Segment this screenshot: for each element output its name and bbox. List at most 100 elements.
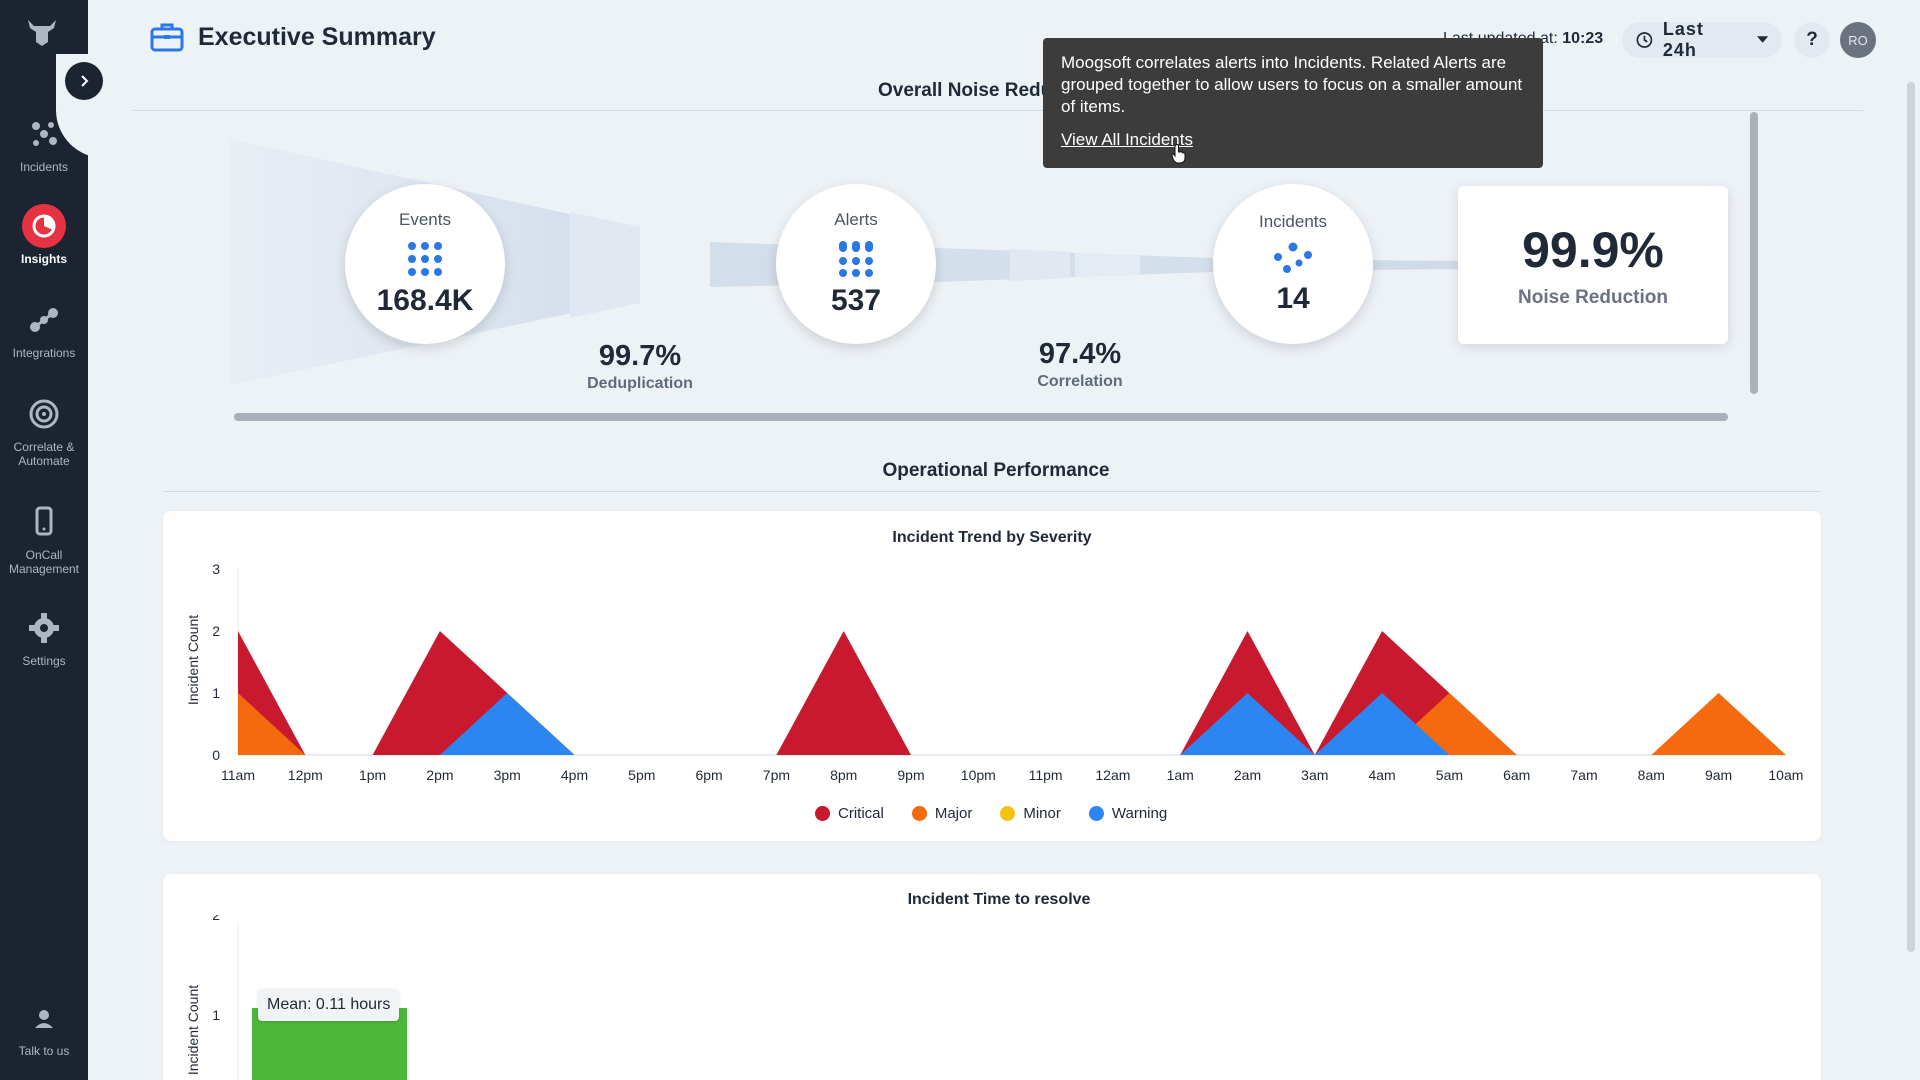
page-title: Executive Summary bbox=[198, 22, 436, 51]
alerts-dots-icon bbox=[839, 241, 873, 277]
legend-critical[interactable]: Critical bbox=[815, 805, 884, 822]
oncall-icon bbox=[22, 500, 66, 544]
alerts-label: Alerts bbox=[834, 210, 878, 229]
deduplication-stat: 99.7% Deduplication bbox=[570, 340, 710, 393]
x-tick-label: 5am bbox=[1436, 767, 1463, 783]
correlation-value: 97.4% bbox=[1038, 338, 1122, 370]
x-tick-label: 6am bbox=[1503, 767, 1530, 783]
noise-reduction-label: Noise Reduction bbox=[1518, 287, 1668, 308]
events-circle: Events 168.4K bbox=[345, 184, 505, 344]
page-header: Executive Summary bbox=[150, 22, 436, 52]
legend-warning[interactable]: Warning bbox=[1088, 805, 1167, 822]
x-tick-label: 7pm bbox=[763, 767, 790, 783]
correlation-label: Correlation bbox=[1037, 373, 1123, 390]
x-tick-label: 9am bbox=[1705, 767, 1732, 783]
x-tick-label: 11pm bbox=[1029, 767, 1063, 783]
noise-reduction-value: 99.9% bbox=[1522, 222, 1664, 278]
correlate-icon bbox=[22, 392, 66, 436]
y-tick-label: 1 bbox=[212, 685, 220, 701]
x-tick-label: 10pm bbox=[961, 767, 996, 783]
incident-trend-chart: 0 1 2 3 Incident Count 11am 12pm 1pm 2pm 3pm 4pm 5p… bbox=[185, 561, 1803, 783]
incidents-label: Incidents bbox=[1258, 212, 1328, 231]
deduplication-label: Deduplication bbox=[587, 375, 693, 392]
y-tick-label: 2 bbox=[212, 623, 220, 639]
insights-icon bbox=[22, 204, 66, 248]
sidebar-item-integrations[interactable]: Integrations bbox=[0, 298, 88, 360]
noise-section-title: Overall Noise Reduction bbox=[878, 80, 1098, 101]
horizontal-scrollbar[interactable] bbox=[234, 413, 1729, 421]
y-axis-label: Incident Count bbox=[185, 615, 201, 705]
time-to-resolve-title: Incident Time to resolve bbox=[907, 891, 1091, 908]
y-tick-label: 1 bbox=[212, 1007, 220, 1023]
incidents-value: 14 bbox=[1276, 282, 1310, 315]
x-tick-label: 4pm bbox=[561, 767, 588, 783]
operational-title: Operational Performance bbox=[882, 460, 1110, 481]
page-scrollbar[interactable] bbox=[1907, 82, 1915, 952]
x-tick-label: 8am bbox=[1638, 767, 1665, 783]
incidents-circle: Incidents 14 bbox=[1213, 184, 1373, 344]
chevron-right-icon bbox=[81, 75, 89, 87]
x-tick-label: 8pm bbox=[830, 767, 857, 783]
legend-minor[interactable]: Minor bbox=[1000, 805, 1061, 822]
sidebar bbox=[0, 0, 88, 1080]
incidents-icon bbox=[22, 112, 66, 156]
sidebar-item-label: Insights bbox=[20, 252, 67, 266]
talk-to-us-button[interactable]: Talk to us bbox=[0, 996, 88, 1058]
tooltip-text: Moogsoft correlates alerts into Incident… bbox=[1061, 53, 1523, 116]
correlation-stat: 97.4% Correlation bbox=[1010, 338, 1150, 391]
briefcase-icon bbox=[150, 23, 184, 52]
x-tick-label: 1pm bbox=[359, 767, 386, 783]
events-dots-icon bbox=[408, 242, 442, 276]
alerts-circle: Alerts 537 bbox=[776, 184, 936, 344]
trend-legend: Critical Major Minor Warning bbox=[815, 805, 1167, 822]
x-tick-label: 11am bbox=[221, 767, 255, 783]
integrations-icon bbox=[22, 298, 66, 342]
x-tick-label: 4am bbox=[1368, 767, 1395, 783]
x-tick-label: 10am bbox=[1768, 767, 1803, 783]
x-tick-label: 1am bbox=[1167, 767, 1194, 783]
noise-reduction-card: 99.9% Noise Reduction bbox=[1458, 186, 1728, 344]
sidebar-item-label: Settings bbox=[22, 654, 66, 668]
noise-divider bbox=[133, 110, 1863, 111]
incidents-tooltip: Moogsoft correlates alerts into Incident… bbox=[1043, 38, 1543, 168]
incident-trend-title: Incident Trend by Severity bbox=[892, 529, 1092, 546]
sidebar-item-insights[interactable]: Insights bbox=[0, 204, 88, 266]
gear-icon bbox=[22, 606, 66, 650]
events-value: 168.4K bbox=[376, 284, 474, 317]
y-tick-label: 0 bbox=[212, 747, 220, 763]
operational-divider bbox=[163, 491, 1821, 492]
events-label: Events bbox=[399, 210, 451, 229]
sidebar-item-label: Correlate & Automate bbox=[13, 440, 75, 468]
help-button[interactable]: ? bbox=[1794, 22, 1830, 58]
sidebar-item-oncall[interactable]: OnCall Management bbox=[0, 500, 88, 576]
view-all-incidents-link[interactable]: View All Incidents bbox=[1061, 130, 1193, 149]
time-to-resolve-card bbox=[163, 874, 1821, 1080]
sidebar-collapse bbox=[56, 54, 104, 158]
time-range-value: Last 24h bbox=[1662, 19, 1704, 60]
noise-vertical-scrollbar[interactable] bbox=[1750, 112, 1758, 394]
hand-cursor-icon bbox=[1171, 144, 1186, 164]
x-tick-label: 3pm bbox=[494, 767, 521, 783]
y-tick-label: 2 bbox=[212, 915, 220, 923]
time-range-select[interactable]: Last 24h bbox=[1622, 19, 1782, 60]
support-agent-icon bbox=[22, 996, 66, 1040]
sidebar-item-correlate[interactable]: Correlate & Automate bbox=[0, 392, 88, 468]
x-tick-label: 7am bbox=[1570, 767, 1597, 783]
moogsoft-logo[interactable] bbox=[24, 16, 60, 48]
sidebar-item-settings[interactable]: Settings bbox=[0, 606, 88, 668]
incidents-cluster-icon bbox=[1274, 242, 1312, 273]
alerts-value: 537 bbox=[830, 284, 882, 317]
sidebar-item-label: Incidents bbox=[19, 160, 69, 174]
expand-sidebar-button[interactable] bbox=[65, 62, 103, 100]
x-tick-label: 12pm bbox=[288, 767, 323, 783]
x-tick-label: 6pm bbox=[695, 767, 722, 783]
series-area-warning bbox=[238, 693, 1786, 755]
x-tick-label: 2pm bbox=[426, 767, 453, 783]
avatar[interactable]: RO bbox=[1840, 22, 1876, 58]
legend-major[interactable]: Major bbox=[911, 805, 972, 822]
x-tick-label: 12am bbox=[1095, 767, 1130, 783]
deduplication-value: 99.7% bbox=[598, 340, 682, 372]
sidebar-item-incidents[interactable]: Incidents bbox=[0, 112, 88, 174]
sidebar-item-label: OnCall Management bbox=[8, 548, 80, 576]
y-axis-label: Incident Count bbox=[185, 985, 201, 1075]
